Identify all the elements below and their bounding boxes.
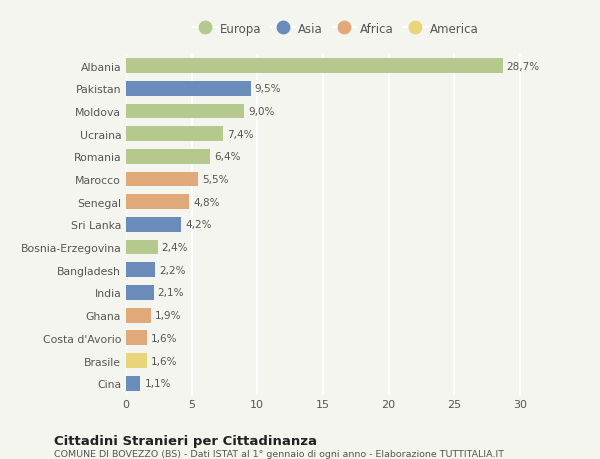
Text: 2,4%: 2,4% — [161, 242, 188, 252]
Text: 1,1%: 1,1% — [145, 378, 171, 388]
Text: Cittadini Stranieri per Cittadinanza: Cittadini Stranieri per Cittadinanza — [54, 434, 317, 447]
Bar — [126, 150, 210, 164]
Text: 7,4%: 7,4% — [227, 129, 254, 140]
Text: 4,8%: 4,8% — [193, 197, 220, 207]
Text: 1,6%: 1,6% — [151, 356, 178, 366]
Bar — [126, 104, 244, 119]
Bar — [126, 195, 189, 210]
Bar — [126, 376, 140, 391]
Text: COMUNE DI BOVEZZO (BS) - Dati ISTAT al 1° gennaio di ogni anno - Elaborazione TU: COMUNE DI BOVEZZO (BS) - Dati ISTAT al 1… — [54, 449, 504, 458]
Text: 9,5%: 9,5% — [254, 84, 281, 94]
Text: 28,7%: 28,7% — [506, 62, 540, 72]
Bar — [126, 218, 181, 232]
Bar — [126, 285, 154, 300]
Text: 4,2%: 4,2% — [185, 220, 212, 230]
Bar — [126, 127, 223, 142]
Bar — [126, 172, 198, 187]
Bar — [126, 82, 251, 96]
Bar — [126, 308, 151, 323]
Text: 5,5%: 5,5% — [202, 174, 229, 185]
Bar — [126, 331, 147, 346]
Bar — [126, 353, 147, 368]
Bar — [126, 263, 155, 278]
Text: 2,2%: 2,2% — [159, 265, 185, 275]
Bar — [126, 59, 503, 74]
Text: 9,0%: 9,0% — [248, 106, 274, 117]
Legend: Europa, Asia, Africa, America: Europa, Asia, Africa, America — [191, 20, 481, 38]
Text: 2,1%: 2,1% — [157, 288, 184, 298]
Text: 6,4%: 6,4% — [214, 152, 241, 162]
Text: 1,6%: 1,6% — [151, 333, 178, 343]
Text: 1,9%: 1,9% — [155, 310, 181, 320]
Bar — [126, 240, 157, 255]
